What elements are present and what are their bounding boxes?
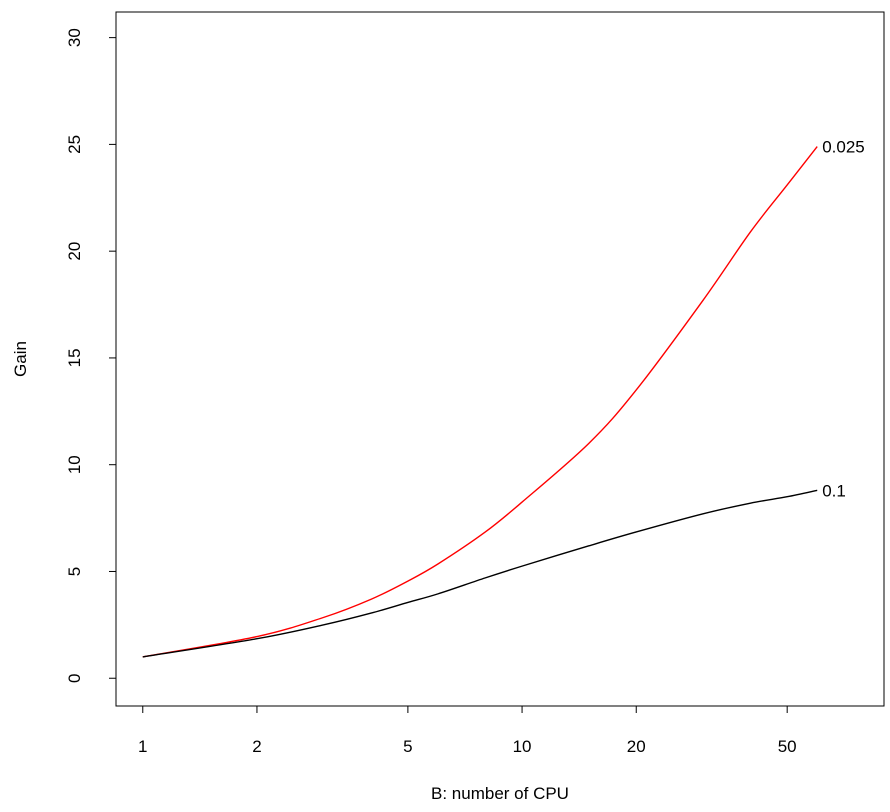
- series-line-1: [142, 489, 818, 658]
- x-tick-label: 5: [403, 737, 412, 756]
- x-axis-label: B: number of CPU: [431, 784, 569, 803]
- x-axis: 1 2 5 10 20 50: [138, 705, 797, 756]
- x-tick-label: 50: [778, 737, 797, 756]
- series-end-label: 0.1: [822, 481, 846, 500]
- plot-frame: [115, 11, 885, 707]
- y-tick-label: 30: [65, 28, 84, 47]
- series-line-0: [142, 146, 818, 658]
- x-tick-label: 10: [513, 737, 532, 756]
- y-tick-label: 15: [65, 348, 84, 367]
- x-tick-label: 2: [252, 737, 261, 756]
- y-axis-label: Gain: [11, 341, 30, 377]
- y-tick-label: 5: [65, 567, 84, 576]
- x-tick-label: 20: [627, 737, 646, 756]
- y-tick-label: 20: [65, 242, 84, 261]
- y-axis: 0 5 10 15 20 25 30: [65, 28, 117, 683]
- series-layer: 0.025 0.1: [142, 138, 865, 658]
- x-tick-label: 1: [138, 737, 147, 756]
- y-tick-label: 0: [65, 674, 84, 683]
- y-tick-label: 25: [65, 135, 84, 154]
- series-end-label: 0.025: [822, 138, 865, 157]
- y-tick-label: 10: [65, 455, 84, 474]
